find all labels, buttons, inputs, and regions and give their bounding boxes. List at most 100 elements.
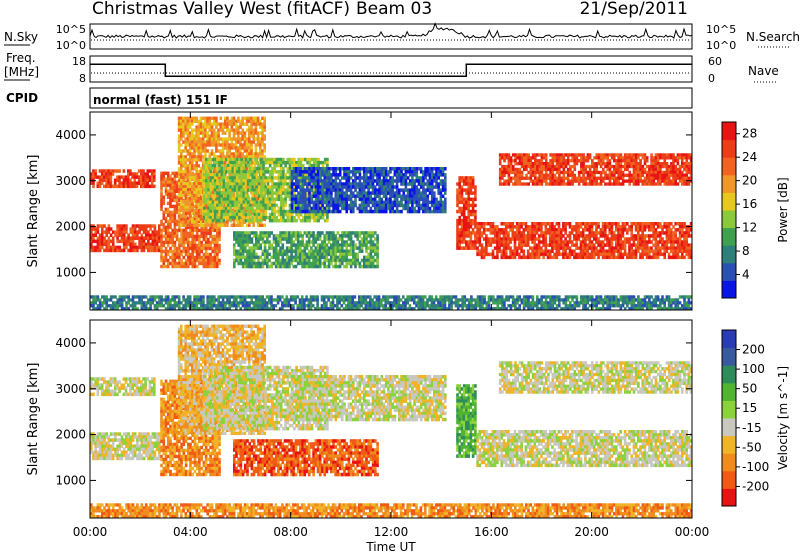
power-cell (244, 237, 247, 241)
power-cell (202, 234, 206, 239)
power-cell (232, 143, 236, 147)
power-cell (175, 198, 179, 203)
power-cell (266, 170, 270, 174)
power-cell (211, 264, 215, 269)
power-cell (284, 218, 287, 223)
power-cell (330, 252, 333, 257)
power-cell (124, 184, 128, 189)
power-cell (263, 155, 266, 159)
power-cell (116, 245, 119, 250)
power-cell (235, 157, 239, 162)
power-cell (144, 236, 148, 240)
power-cell (195, 146, 198, 150)
power-cell (332, 240, 335, 244)
power-cell (207, 160, 210, 165)
power-cell (290, 252, 293, 257)
power-cell (239, 246, 243, 250)
power-cell (266, 160, 270, 165)
power-cell (237, 155, 240, 159)
power-cell (122, 239, 126, 244)
power-cell (229, 167, 232, 171)
power-cell (294, 243, 298, 247)
power-cell (277, 176, 281, 180)
power-cell (186, 143, 190, 147)
power-cell (180, 128, 183, 132)
power-cell (415, 173, 419, 177)
power-cell (135, 181, 139, 185)
power-cell (171, 210, 174, 215)
power-cell (288, 231, 291, 235)
power-cell (184, 131, 187, 135)
power-cell (193, 143, 196, 147)
power-cell (158, 224, 161, 228)
power-cell (220, 206, 224, 211)
power-cell (195, 258, 199, 263)
power-cell (244, 234, 247, 238)
power-cell (271, 157, 274, 162)
power-cell (160, 204, 163, 209)
power-cell (255, 212, 259, 217)
power-cell (144, 178, 147, 182)
power-cell (208, 155, 212, 159)
power-cell (107, 184, 110, 189)
power-cell (184, 187, 187, 192)
power-cell (299, 182, 303, 186)
power-cell (182, 190, 185, 195)
power-cell (237, 231, 240, 235)
power-cell (101, 304, 104, 308)
power-cell (231, 212, 235, 217)
power-cell (180, 137, 183, 141)
power-cell (188, 122, 192, 126)
power-cell (120, 248, 124, 253)
power-cell (162, 258, 166, 263)
nsearch-label: N.Search (746, 30, 800, 44)
power-cell (255, 167, 259, 171)
power-cell (268, 215, 272, 220)
power-cell (294, 237, 298, 241)
power-cell (259, 255, 262, 260)
power-cell (151, 242, 155, 247)
power-cell (389, 197, 392, 202)
power-cell (227, 191, 230, 195)
power-cell (213, 176, 217, 180)
power-cell (444, 185, 447, 189)
power-cell (352, 191, 355, 195)
power-cell (249, 206, 252, 211)
power-cell (326, 163, 329, 168)
power-cell (251, 173, 254, 177)
power-cell (197, 182, 201, 186)
power-cell (212, 134, 216, 138)
power-cell (189, 228, 192, 233)
power-cell (118, 224, 122, 228)
power-cell (186, 119, 190, 123)
power-cell (125, 230, 128, 234)
power-cell (90, 181, 93, 185)
power-cell (105, 301, 108, 305)
power-cell (307, 252, 311, 257)
power-cell (209, 225, 212, 230)
power-cell (244, 179, 248, 183)
power-cell (180, 164, 183, 168)
power-cell (202, 167, 206, 171)
power-cell (284, 191, 287, 195)
power-cell (246, 240, 249, 244)
power-cell (188, 161, 192, 165)
power-cell (199, 211, 203, 216)
power-cell (218, 246, 221, 251)
power-cell (243, 155, 247, 159)
power-cell (127, 178, 130, 182)
power-cell (207, 170, 210, 174)
power-cell (326, 215, 329, 220)
power-cell (286, 212, 290, 217)
power-cell (166, 234, 170, 239)
power-cell (199, 170, 203, 174)
power-cell (116, 248, 119, 253)
power-cell (204, 131, 207, 135)
power-cell (241, 131, 244, 135)
power-cell (166, 252, 170, 257)
power-cell (234, 149, 238, 153)
power-cell (195, 205, 198, 210)
power-cell (252, 122, 255, 126)
power-cell (202, 255, 206, 260)
power-cell (439, 191, 443, 195)
